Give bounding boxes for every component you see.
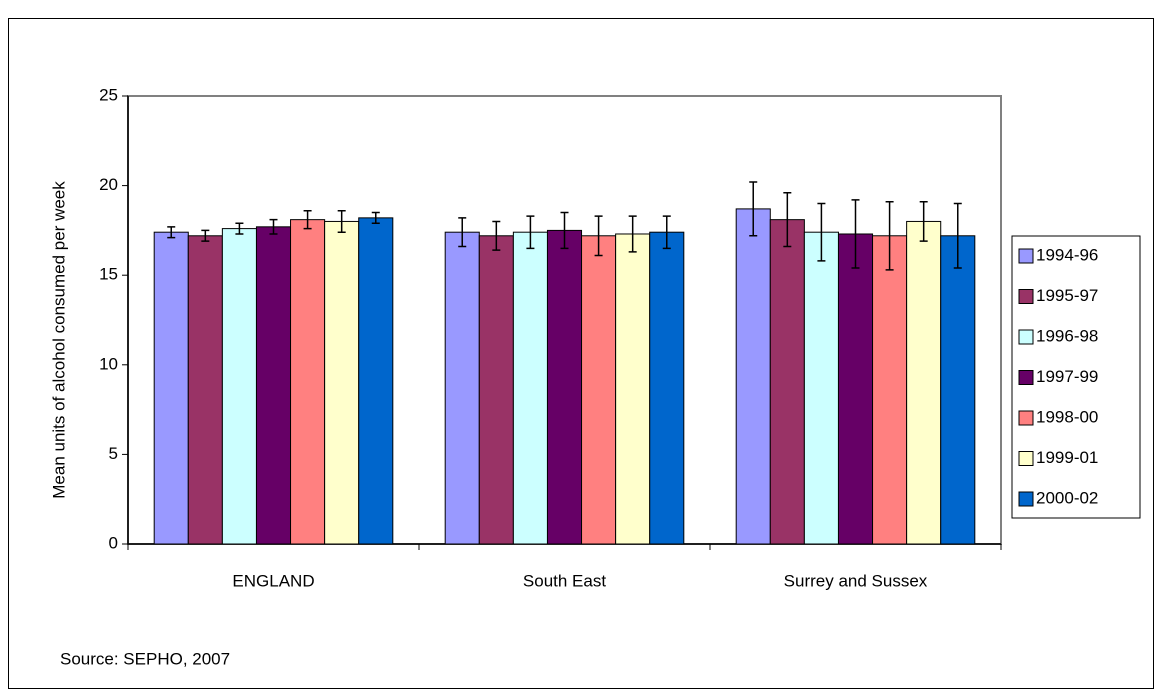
x-tick-label: South East: [523, 571, 606, 590]
legend-label: 2000-02: [1036, 488, 1098, 507]
legend-swatch: [1018, 248, 1034, 264]
error-bar: [458, 217, 467, 248]
bar: [255, 226, 292, 545]
bar: [546, 229, 583, 545]
bar: [221, 228, 257, 545]
error-bar: [851, 199, 860, 269]
legend-label: 1995-97: [1036, 286, 1098, 305]
legend-swatch: [1018, 491, 1034, 507]
error-bar: [628, 215, 637, 253]
bar: [324, 220, 360, 545]
legend-label: 1998-00: [1036, 407, 1098, 426]
y-tick-label: 25: [99, 85, 118, 104]
error-bar: [303, 209, 312, 230]
bar: [769, 219, 805, 545]
bar: [940, 235, 976, 545]
bar: [512, 231, 548, 545]
error-bar: [594, 215, 603, 257]
bar: [444, 231, 480, 545]
error-bar: [201, 229, 210, 242]
error-bar: [492, 220, 501, 251]
y-tick-label: 0: [109, 533, 118, 552]
bar: [615, 233, 651, 545]
bar: [837, 233, 874, 545]
error-bar: [662, 215, 671, 250]
error-bar: [269, 218, 278, 235]
y-tick-label: 15: [99, 265, 118, 284]
source: Source: SEPHO, 2007: [60, 649, 230, 668]
legend-label: 1999-01: [1036, 448, 1098, 467]
error-bar: [783, 192, 792, 248]
error-bar: [817, 202, 826, 262]
bar: [906, 220, 942, 545]
y-tick-label: 5: [109, 444, 118, 463]
error-bar: [371, 211, 380, 224]
bar: [735, 208, 771, 545]
error-bar: [885, 200, 894, 271]
error-bar: [235, 222, 244, 235]
bar: [803, 231, 839, 545]
y-tick-label: 20: [99, 175, 118, 194]
error-bar: [560, 211, 569, 250]
bar: [478, 235, 514, 545]
legend-label: 1994-96: [1036, 245, 1098, 264]
bar: [872, 235, 908, 545]
x-tick-label: ENGLAND: [232, 571, 314, 590]
legend-label: 1997-99: [1036, 367, 1098, 386]
legend-swatch: [1018, 451, 1034, 466]
bar: [153, 231, 189, 545]
bar: [187, 235, 223, 545]
bar: [358, 217, 394, 545]
legend-label: 1996-98: [1036, 326, 1098, 345]
frame: [8, 18, 1154, 689]
y-axis-label: Mean units of alcohol consumed per week: [49, 181, 68, 499]
x-tick-label: Surrey and Sussex: [784, 571, 928, 590]
error-bar: [919, 200, 928, 242]
error-bar: [749, 181, 758, 237]
error-bar: [953, 202, 962, 269]
legend-swatch: [1018, 410, 1034, 426]
error-bar: [526, 215, 535, 250]
legend-swatch: [1018, 329, 1034, 345]
error-bar: [337, 209, 346, 233]
legend-swatch: [1018, 370, 1034, 385]
bar: [649, 231, 685, 545]
bar: [290, 219, 326, 545]
bar: [581, 235, 617, 545]
error-bar: [167, 226, 176, 239]
legend-swatch: [1018, 289, 1034, 304]
y-tick-label: 10: [99, 354, 118, 373]
